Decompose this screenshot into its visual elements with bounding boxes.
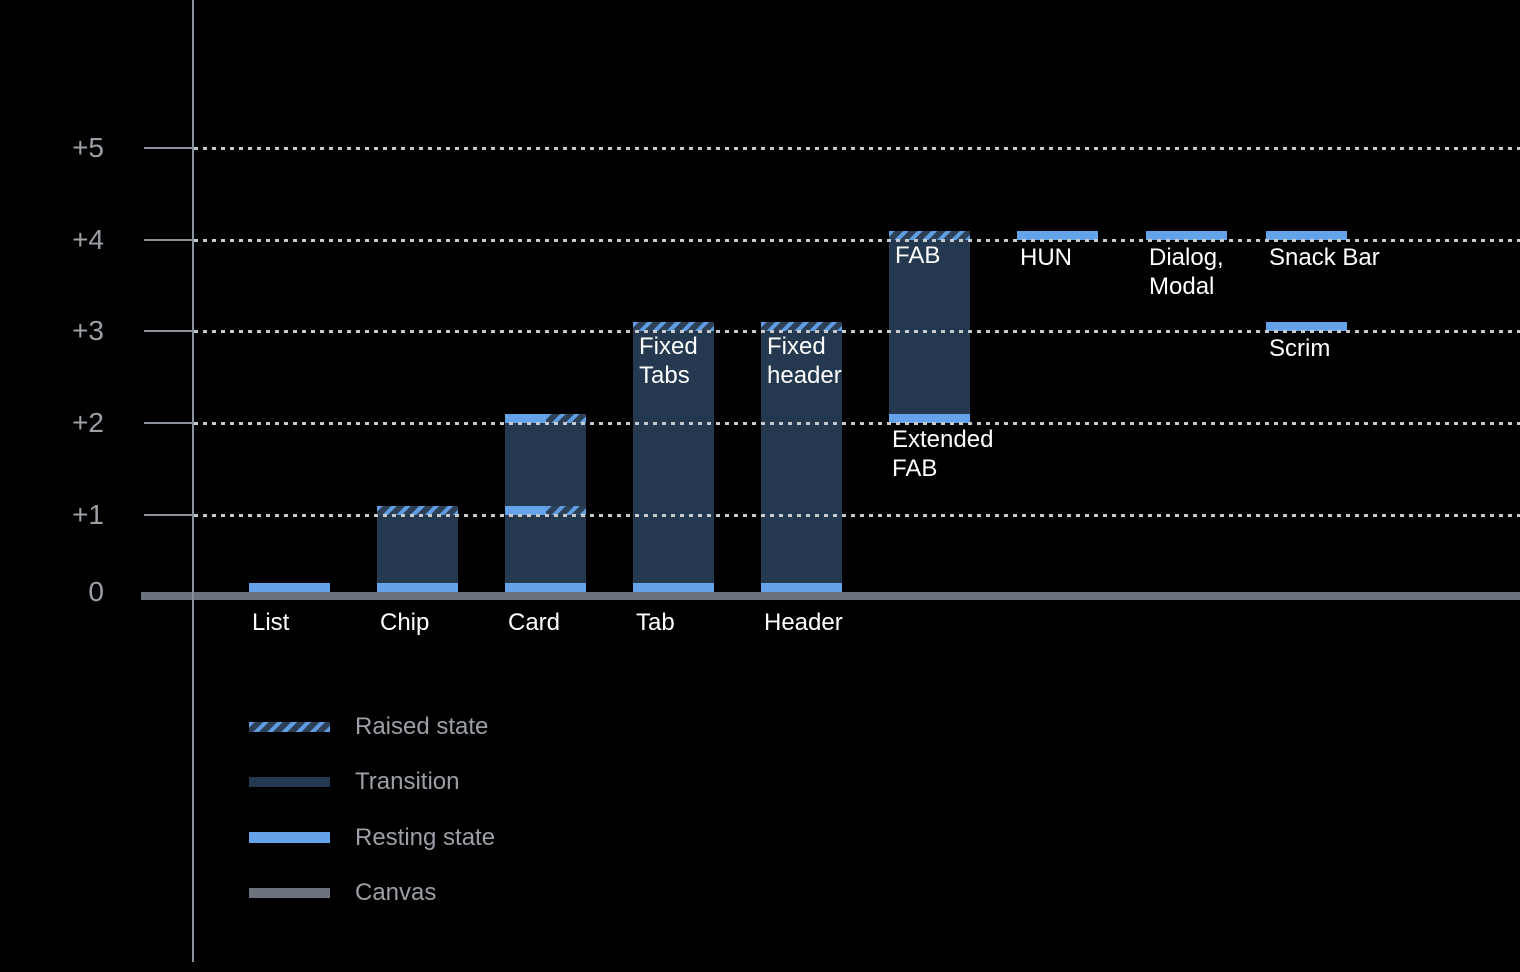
bar-header-transition: [761, 331, 842, 592]
band-scrim-resting-3: [1266, 322, 1347, 331]
band-card-raised-1: [546, 506, 586, 515]
label-tab: Tab: [636, 609, 675, 636]
bar-tab-transition: [633, 331, 714, 592]
y-axis-label-plus1: +1: [72, 499, 104, 530]
band-chip-resting-0: [377, 583, 458, 592]
band-tab-resting-0: [633, 583, 714, 592]
y-axis-tick: [144, 330, 194, 332]
band-chip-raised-1: [377, 506, 458, 515]
y-axis-label-plus5: +5: [72, 132, 104, 163]
legend-swatch-canvas: [249, 888, 330, 898]
label-fab-1: Extended FAB: [892, 426, 994, 482]
gridline-plus5: [194, 147, 1520, 150]
label-tab-1: Fixed Tabs: [639, 333, 698, 389]
label-snack-bar: Snack Bar: [1269, 244, 1380, 271]
band-header-raised-3: [761, 322, 842, 331]
band-hun-resting-4: [1017, 231, 1098, 240]
label-header-1: Fixed header: [767, 333, 842, 389]
band-card-resting-0: [505, 583, 586, 592]
y-axis-tick: [144, 422, 194, 424]
label-card: Card: [508, 609, 561, 636]
band-header-resting-0: [761, 583, 842, 592]
band-card-raised-2: [546, 414, 586, 423]
gridline-plus2: [194, 422, 1520, 425]
legend-label-transition: Transition: [355, 768, 460, 795]
band-card-resting-2: [505, 414, 546, 423]
band-list-resting-0: [249, 583, 330, 592]
band-snack-bar-resting-4: [1266, 231, 1347, 240]
y-axis-tick: [144, 514, 194, 516]
legend-label-resting: Resting state: [355, 823, 496, 851]
gridline-plus4: [194, 239, 1520, 242]
legend-swatch-raised: [249, 722, 330, 732]
legend-label-canvas: Canvas: [355, 879, 437, 906]
gridline-plus1: [194, 514, 1520, 517]
legend-swatch-transition: [249, 777, 330, 787]
y-axis-label-plus3: +3: [72, 315, 104, 346]
y-axis-label-0: 0: [88, 576, 104, 607]
label-list: List: [252, 609, 290, 636]
legend-label-raised: Raised state: [355, 713, 489, 740]
band-fab-resting-2: [889, 414, 970, 423]
legend-swatch-resting: [249, 832, 330, 843]
y-axis-label-plus2: +2: [72, 407, 104, 438]
label-dialog-modal: Dialog, Modal: [1149, 244, 1224, 300]
band-dialog-modal-resting-4: [1146, 231, 1227, 240]
label-fab: FAB: [895, 242, 941, 269]
band-card-resting-1: [505, 506, 546, 515]
band-tab-raised-3: [633, 322, 714, 331]
label-chip: Chip: [380, 609, 430, 636]
y-axis-label-plus4: +4: [72, 224, 104, 255]
canvas-baseline: [141, 592, 1520, 600]
label-header: Header: [764, 609, 843, 636]
bar-chip-transition: [377, 515, 458, 592]
y-axis-tick: [144, 147, 194, 149]
label-scrim: Scrim: [1269, 335, 1331, 362]
band-fab-raised-4: [889, 231, 970, 240]
gridline-plus3: [194, 330, 1520, 333]
y-axis-tick: [144, 239, 194, 241]
label-hun: HUN: [1020, 244, 1072, 271]
y-axis-line: [192, 0, 194, 962]
